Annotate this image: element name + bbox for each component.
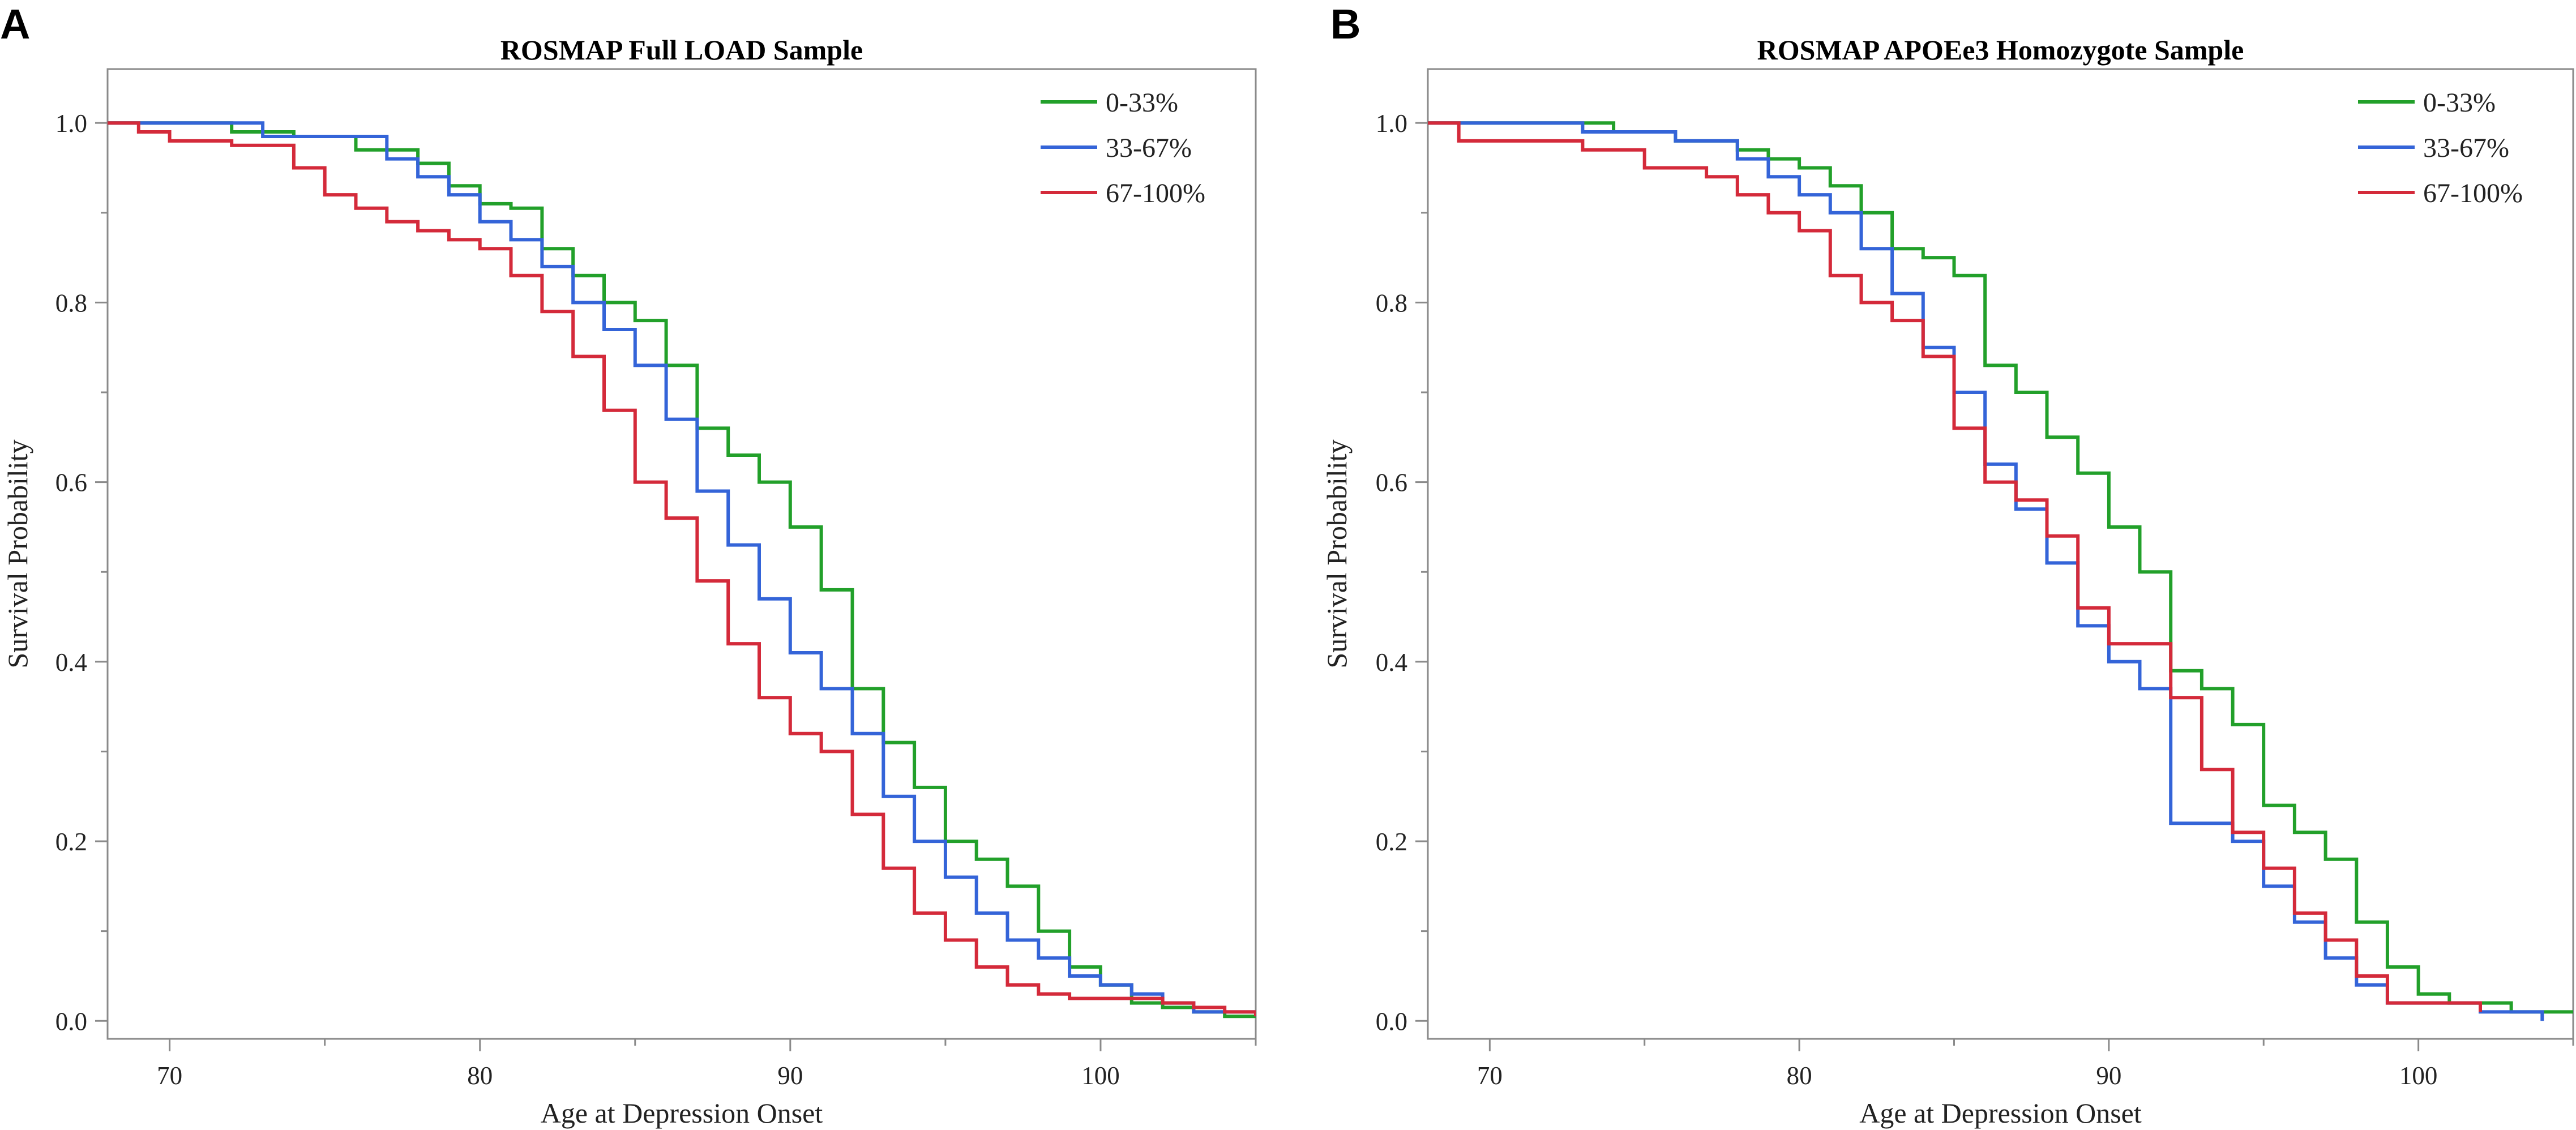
x-tick-label: 100 (1081, 1061, 1120, 1090)
y-tick-label: 0.8 (55, 289, 87, 317)
x-tick-label: 80 (467, 1061, 493, 1090)
y-tick-label: 0.2 (55, 828, 87, 856)
series-line-67-100 (108, 121, 1256, 1017)
x-axis-label: Age at Depression Onset (1859, 1097, 2142, 1129)
legend-label: 67-100% (1106, 178, 1205, 208)
y-axis-label: Survival Probability (2, 439, 33, 668)
y-tick-label: 0.2 (1376, 828, 1407, 856)
legend-label: 0-33% (1106, 88, 1178, 118)
y-tick-label: 0.0 (1376, 1007, 1407, 1035)
x-tick-label: 90 (777, 1061, 803, 1090)
series-line-0-33 (1428, 121, 2573, 1014)
y-tick-label: 0.0 (55, 1007, 87, 1035)
x-tick-label: 100 (2399, 1061, 2438, 1090)
y-tick-label: 0.6 (1376, 469, 1407, 497)
x-tick-label: 90 (2096, 1061, 2121, 1090)
x-tick-label: 80 (1787, 1061, 1812, 1090)
legend-label: 0-33% (2423, 88, 2496, 118)
y-tick-label: 1.0 (55, 109, 87, 138)
panel-letter: A (0, 1, 30, 48)
x-tick-label: 70 (157, 1061, 182, 1090)
y-tick-label: 0.4 (1376, 648, 1407, 677)
chart-title: ROSMAP Full LOAD Sample (500, 34, 863, 66)
series-line-33-67 (108, 121, 1256, 1017)
panel-letter: B (1330, 1, 1360, 48)
x-tick-label: 70 (1477, 1061, 1503, 1090)
y-axis-label: Survival Probability (1321, 439, 1353, 668)
y-tick-label: 0.4 (55, 648, 87, 677)
plot-frame (106, 68, 1257, 1040)
legend-label: 33-67% (1106, 133, 1192, 163)
chart-panel-a: A ROSMAP Full LOAD Sample 70 80 90 100 0.0 0.2 0… (0, 1, 1257, 1129)
series-line-67-100 (1428, 121, 2482, 1012)
series-line-33-67 (1428, 121, 2544, 1021)
y-tick-label: 1.0 (1376, 109, 1407, 138)
chart-panel-b: B ROSMAP APOEe3 Homozygote Sample 70 80 90 10… (1321, 1, 2574, 1129)
y-tick-label: 0.6 (55, 469, 87, 497)
y-tick-label: 0.8 (1376, 289, 1407, 317)
legend-label: 33-67% (2423, 133, 2509, 163)
chart-title: ROSMAP APOEe3 Homozygote Sample (1757, 34, 2244, 66)
plot-frame (1427, 68, 2574, 1040)
series-line-0-33 (108, 121, 1256, 1018)
legend-label: 67-100% (2423, 178, 2523, 208)
x-axis-label: Age at Depression Onset (541, 1097, 823, 1129)
